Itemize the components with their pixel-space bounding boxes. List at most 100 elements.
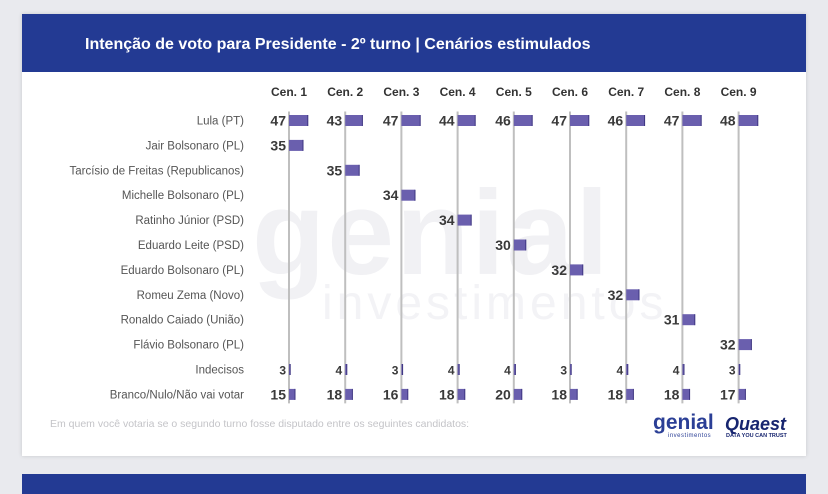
data-label: 43 — [327, 113, 343, 129]
data-label: 34 — [383, 187, 399, 203]
bar — [513, 115, 533, 126]
bar — [401, 388, 408, 400]
bar — [626, 115, 645, 126]
data-label: 4 — [673, 364, 680, 378]
column-header: Cen. 9 — [721, 85, 757, 99]
bar — [682, 388, 690, 400]
row-label: Ronaldo Caiado (União) — [121, 315, 245, 327]
row-label: Indecisos — [195, 365, 244, 377]
bar — [289, 139, 303, 151]
bar — [401, 115, 421, 126]
row-label: Branco/Nulo/Não vai votar — [110, 389, 244, 401]
row-label: Eduardo Bolsonaro (PL) — [121, 265, 245, 277]
genial-logo-subtitle: investimentos — [668, 433, 712, 439]
bar — [682, 314, 695, 326]
data-label: 18 — [439, 386, 455, 402]
data-label: 30 — [495, 237, 511, 253]
bar — [682, 364, 684, 375]
bar — [345, 388, 353, 400]
bar — [457, 364, 460, 375]
data-label: 20 — [495, 386, 511, 402]
data-label: 32 — [551, 262, 567, 278]
genial-logo: genial — [653, 411, 714, 434]
bar — [570, 115, 589, 126]
data-label: 35 — [327, 162, 343, 178]
row-label: Eduardo Leite (PSD) — [138, 240, 244, 252]
bar — [289, 364, 291, 375]
next-card-header — [22, 474, 806, 494]
chart-card: genial investimentos Intenção de voto pa… — [22, 14, 806, 456]
data-label: 47 — [664, 113, 680, 129]
data-label: 4 — [504, 364, 511, 378]
bar — [738, 339, 752, 351]
bar — [457, 115, 476, 126]
data-label: 16 — [383, 386, 399, 402]
bar — [345, 364, 347, 375]
bar — [457, 388, 465, 400]
data-label: 47 — [383, 113, 399, 129]
row-label: Romeu Zema (Novo) — [137, 290, 245, 302]
bar — [626, 289, 639, 301]
bar — [345, 164, 360, 176]
data-label: 35 — [270, 137, 286, 153]
column-header: Cen. 3 — [383, 85, 419, 99]
column-header: Cen. 7 — [608, 85, 644, 99]
column-header: Cen. 8 — [664, 85, 700, 99]
chart-canvas: Cen. 1 Cen. 2 Cen. 3 Cen. 4 Cen. 5 Cen. 6 Cen.… — [70, 85, 759, 404]
data-label: 17 — [720, 386, 736, 402]
row-label: Jair Bolsonaro (PL) — [146, 140, 245, 152]
column-header: Cen. 2 — [327, 85, 363, 99]
bar — [738, 388, 746, 400]
data-label: 46 — [495, 113, 511, 129]
bar — [626, 364, 628, 375]
row-label: Flávio Bolsonaro (PL) — [133, 340, 244, 352]
footnote: Em quem você votaria se o segundo turno … — [50, 418, 470, 430]
bar — [570, 364, 572, 375]
data-label: 48 — [720, 113, 736, 129]
quaest-logo-subtitle: DATA YOU CAN TRUST — [726, 433, 787, 439]
data-label: 4 — [336, 364, 343, 378]
data-label: 47 — [270, 113, 286, 129]
data-label: 34 — [439, 212, 455, 228]
data-label: 4 — [448, 364, 455, 378]
bar — [345, 115, 363, 126]
row-label: Tarcísio de Freitas (Republicanos) — [70, 165, 245, 177]
data-label: 47 — [551, 113, 567, 129]
data-label: 46 — [608, 113, 624, 129]
data-label: 4 — [617, 364, 624, 378]
data-label: 32 — [608, 287, 624, 303]
data-label: 3 — [560, 364, 567, 378]
bar — [513, 364, 516, 375]
bar — [289, 388, 295, 400]
row-label: Ratinho Júnior (PSD) — [135, 215, 244, 227]
data-label: 44 — [439, 113, 455, 129]
column-header: Cen. 5 — [496, 85, 532, 99]
bar — [570, 264, 583, 276]
data-label: 18 — [664, 386, 680, 402]
data-label: 18 — [327, 386, 343, 402]
bar — [738, 115, 758, 126]
data-label: 31 — [664, 312, 680, 328]
card-header: Intenção de voto para Presidente - 2º tu… — [22, 14, 806, 72]
data-label: 3 — [729, 364, 736, 378]
bar — [513, 388, 522, 400]
data-label: 32 — [720, 337, 736, 353]
column-header: Cen. 1 — [271, 85, 307, 99]
bar — [626, 388, 634, 400]
bar — [513, 239, 526, 251]
bar — [289, 115, 308, 126]
bar — [570, 388, 578, 400]
row-label: Lula (PT) — [197, 116, 244, 128]
row-label: Michelle Bolsonaro (PL) — [122, 190, 244, 202]
column-header: Cen. 6 — [552, 85, 588, 99]
column-header: Cen. 4 — [440, 85, 476, 99]
data-label: 18 — [608, 386, 624, 402]
data-label: 15 — [270, 386, 286, 402]
data-label: 3 — [392, 364, 399, 378]
bar — [682, 115, 702, 126]
chart-title: Intenção de voto para Presidente - 2º tu… — [85, 36, 591, 53]
quaest-logo: Quaest — [725, 414, 787, 434]
data-label: 18 — [551, 386, 567, 402]
bar — [457, 214, 472, 226]
bar — [401, 189, 415, 201]
